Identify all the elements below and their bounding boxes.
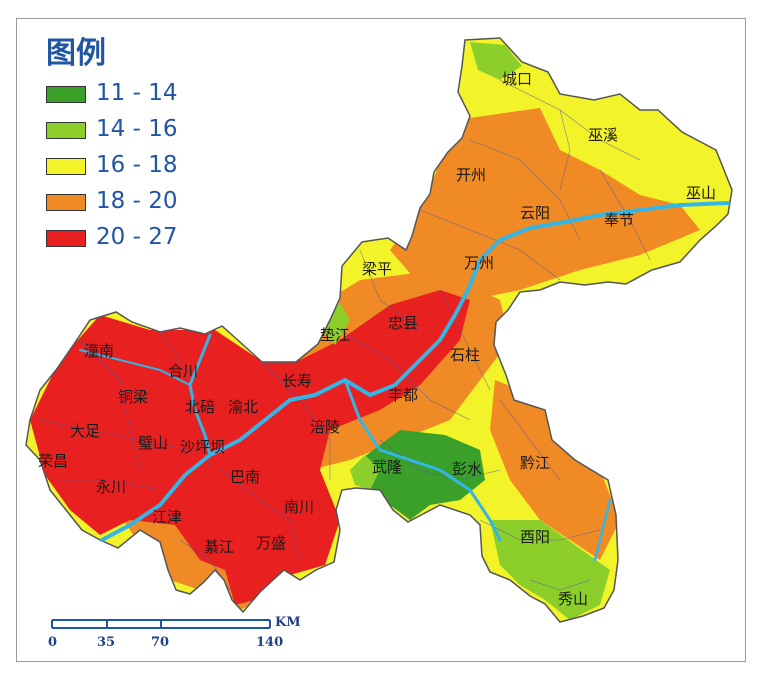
scale-bar: KM 0 35 70 140 [48,615,301,650]
place-label-fengdu: 丰都 [388,386,418,404]
legend-swatch [46,122,86,139]
place-label-chengkou: 城口 [502,70,532,88]
place-label-changshou: 长寿 [282,372,312,390]
place-label-wuxi: 巫溪 [588,126,618,144]
legend-title: 图例 [46,36,106,71]
zone-18-20-southeast [490,380,620,560]
place-label-xiushan: 秀山 [558,590,588,608]
place-label-fengjie: 奉节 [604,211,634,229]
rivers [79,201,730,562]
legend-label: 16 - 18 [96,152,178,178]
place-label-yunyang: 云阳 [520,204,550,222]
scale-tick-0: 0 [48,635,57,650]
place-label-liangping: 梁平 [362,260,392,278]
place-label-shapingba: 沙坪坝 [180,438,225,456]
place-label-fuling: 涪陵 [310,418,340,436]
place-label-yubei: 渝北 [228,398,258,416]
place-label-kaizhou: 开州 [456,166,486,184]
chongqing-outline [25,37,733,623]
place-label-hechuan: 合川 [168,362,198,380]
legend-label: 11 - 14 [96,80,178,106]
scale-tick-70: 70 [151,635,169,650]
wu-river [343,378,502,542]
place-label-tongliang: 铜梁 [118,388,148,406]
legend-label: 18 - 20 [96,188,178,214]
zone-14-16-pengshui [350,455,380,490]
place-label-dianjiang: 垫江 [320,326,350,344]
zone-14-16-dianjiang [318,300,350,345]
place-label-wansheng: 万盛 [256,534,286,552]
youshui-river [593,498,612,562]
place-label-qijiang: 綦江 [204,538,234,556]
legend-label: 20 - 27 [96,224,178,250]
place-label-banan: 巴南 [230,468,260,486]
zone-18-20-northeast [390,108,700,300]
place-label-jiangjin: 江津 [152,508,182,526]
place-label-dazu: 大足 [70,422,100,440]
place-label-tongnan: 潼南 [84,342,114,360]
legend-swatch [46,86,86,103]
place-label-wanzhou: 万州 [464,254,494,272]
scale-tick-140: 140 [256,635,283,650]
scale-tick-35: 35 [97,635,115,650]
zone-20-27-west [30,290,470,605]
scale-bar-line [51,619,271,629]
place-label-shizhu: 石柱 [450,346,480,364]
place-label-wulong: 武隆 [372,458,402,476]
fu-river [79,349,191,386]
place-label-wushan: 巫山 [686,184,716,202]
place-labels: 城口 巫溪 开州 云阳 巫山 奉节 万州 梁平 垫江 忠县 石柱 丰都 长寿 涪… [38,70,716,608]
place-label-zhongxian: 忠县 [388,314,418,332]
legend-swatch [46,158,86,175]
place-label-beibei: 北碚 [185,398,215,416]
county-boundaries [39,79,651,591]
zone-14-16-chengkou [470,42,522,80]
legend-label: 14 - 16 [96,116,178,142]
place-label-nanchuan: 南川 [284,498,314,516]
place-label-yongchuan: 永川 [96,478,126,496]
legend-swatch [46,194,86,211]
place-label-qianjiang: 黔江 [520,454,550,472]
place-label-pengshui: 彭水 [452,460,482,478]
place-label-youyang: 酉阳 [520,528,550,546]
scale-unit: KM [275,615,301,630]
yangtze-river [100,201,730,542]
zone-14-16-youyang [490,520,610,620]
place-label-rongchang: 荣昌 [38,452,68,470]
jialing-river [188,333,212,457]
place-label-bishan: 璧山 [138,434,168,452]
legend-swatch [46,230,86,247]
